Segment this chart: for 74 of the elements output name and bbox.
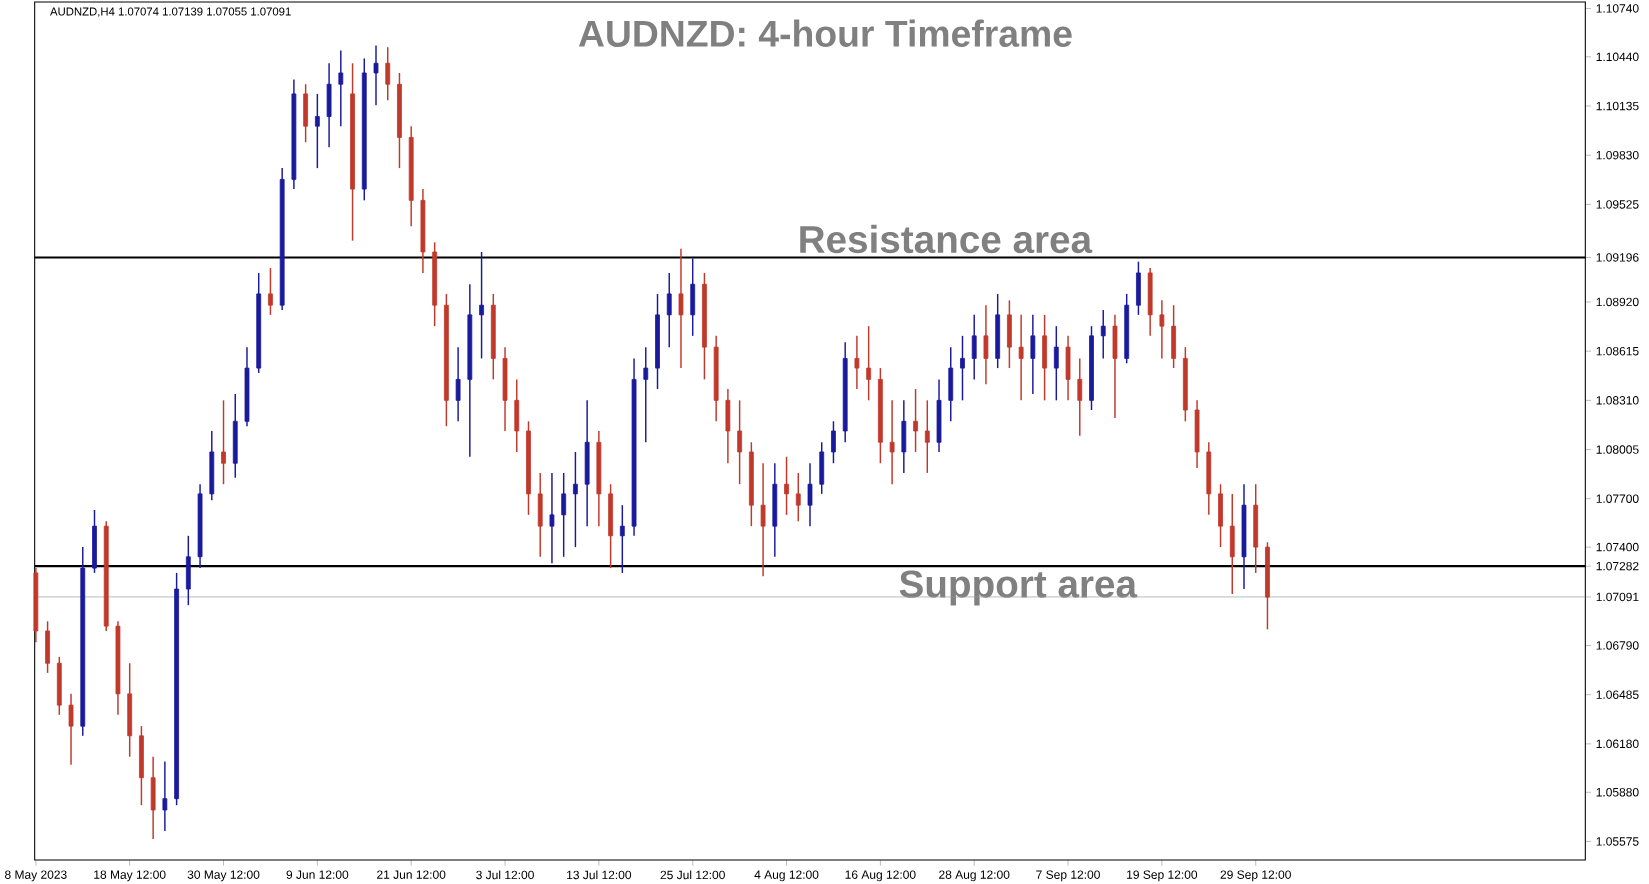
ref-line-label: Support area [899,570,1138,606]
candlestick [666,272,672,348]
y-tick-label: 1.06790 [1596,641,1639,650]
candlestick [314,93,320,169]
candlestick [924,399,930,474]
candlestick [479,251,484,360]
candlestick [1077,357,1083,437]
candlestick [385,46,391,102]
candlestick [619,504,625,574]
candlestick [1100,309,1106,360]
y-tick-label: 1.07400 [1596,542,1639,552]
candlestick [795,472,801,523]
candlestick [760,462,766,577]
x-tick-label: 3 Jul 12:00 [476,870,534,880]
candlestick [866,325,872,402]
y-tick-label: 1.09830 [1596,150,1639,160]
y-tick-label: 1.08920 [1596,297,1639,307]
y-tick-label: 1.10135 [1596,101,1639,111]
candlestick [854,335,860,390]
candlestick [573,451,578,548]
y-tick-label: 1.06485 [1596,690,1639,699]
y-tick-label: 1.08005 [1596,445,1639,454]
y-tick-label: 1.08310 [1596,396,1639,405]
candlestick [807,462,813,527]
candlestick [971,314,977,381]
candlestick [643,346,649,444]
y-tick-label: 1.06180 [1596,739,1639,749]
x-tick-label: 29 Sep 12:00 [1220,870,1291,882]
annotation: AUDNZD,H4 1.07074 1.07139 1.07055 1.07091 [50,7,291,17]
y-tick-label: 1.05880 [1596,787,1639,797]
ref-line-label: Resistance area [800,224,1093,254]
x-tick-label: 8 May 2023 [5,870,67,882]
x-tick-label: 16 Aug 12:00 [845,870,916,882]
x-tick-label: 4 Aug 12:00 [754,870,819,882]
y-tick-label: 1.09525 [1596,200,1639,209]
candlestick [162,760,168,832]
candlestick [983,304,989,385]
candlestick [737,399,743,485]
candlestick [561,472,567,558]
chart-title: AUDNZD: 4-hour Timeframe [578,19,1072,47]
x-tick-label: 30 May 12:00 [187,870,260,882]
y-tick-label: 1.07091 [1596,592,1639,602]
y-tick-label: 1.08615 [1596,346,1639,356]
candlestick [1159,299,1165,360]
candlestick [68,693,74,766]
x-tick-label: 28 Aug 12:00 [939,870,1010,882]
candlestick [549,472,555,564]
candlestick [221,399,226,485]
x-tick-label: 19 Sep 12:00 [1127,870,1198,882]
candlestick [831,420,836,464]
y-tick-label: 1.10440 [1596,52,1639,62]
candlestick [960,335,965,402]
y-tick-label: 1.05575 [1596,837,1639,846]
candlestick [268,267,273,316]
y-tick-label: 1.09196 [1596,253,1639,262]
candlestick [784,456,789,516]
y-tick-label: 1.07282 [1596,561,1639,571]
candlestick [1030,314,1036,395]
x-tick-label: 7 Sep 12:00 [1036,870,1100,882]
y-tick-label: 1.10740 [1596,4,1639,13]
y-tick-label: 1.07700 [1596,494,1639,503]
x-tick-label: 9 Jun 12:00 [286,870,349,879]
candlestick [1018,314,1024,402]
x-tick-label: 25 Jul 12:00 [660,870,725,880]
candlestick [338,49,344,127]
x-tick-label: 18 May 12:00 [94,870,166,882]
x-tick-label: 13 Jul 12:00 [567,870,632,880]
x-tick-label: 21 Jun 12:00 [377,870,446,879]
candlestick [889,399,895,485]
candlestick [678,248,684,369]
candlestick [913,388,918,453]
candlestick [1053,325,1059,402]
candlestick [455,346,461,423]
candlestick [373,44,379,106]
